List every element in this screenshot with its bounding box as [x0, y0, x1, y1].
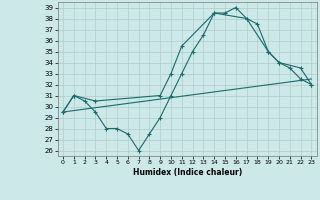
X-axis label: Humidex (Indice chaleur): Humidex (Indice chaleur)	[132, 168, 242, 177]
